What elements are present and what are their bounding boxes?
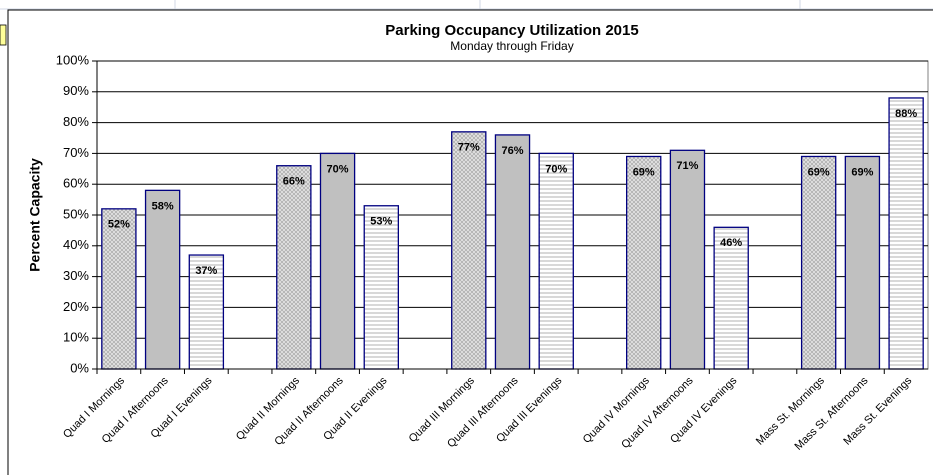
y-tick-label: 100% bbox=[56, 52, 90, 67]
chart-subtitle: Monday through Friday bbox=[450, 39, 573, 53]
chart-title: Parking Occupancy Utilization 2015 bbox=[385, 22, 638, 39]
bar bbox=[669, 149, 706, 370]
data-label: 66% bbox=[283, 176, 305, 188]
data-label: 52% bbox=[108, 219, 130, 231]
data-label: 53% bbox=[370, 216, 392, 228]
y-tick-label: 40% bbox=[63, 237, 89, 252]
y-axis-label: Percent Capacity bbox=[27, 158, 43, 272]
data-label: 46% bbox=[720, 237, 742, 249]
bar bbox=[626, 155, 662, 370]
data-label: 76% bbox=[501, 145, 523, 157]
bar bbox=[101, 208, 137, 370]
data-label: 58% bbox=[152, 200, 174, 212]
bar bbox=[713, 226, 749, 370]
y-tick-label: 10% bbox=[63, 330, 89, 345]
bar bbox=[494, 134, 531, 370]
bar bbox=[276, 165, 312, 370]
y-tick-label: 80% bbox=[63, 114, 89, 129]
data-label: 69% bbox=[808, 166, 830, 178]
data-label: 70% bbox=[327, 163, 349, 175]
y-tick-label: 70% bbox=[63, 145, 89, 160]
data-label: 70% bbox=[545, 163, 567, 175]
data-label: 88% bbox=[895, 108, 917, 120]
bar bbox=[144, 189, 181, 370]
data-label: 77% bbox=[458, 142, 480, 154]
sheet-grid bbox=[0, 0, 933, 46]
y-tick-label: 20% bbox=[63, 299, 89, 314]
data-label: 69% bbox=[851, 166, 873, 178]
data-label: 37% bbox=[195, 265, 217, 277]
bar bbox=[844, 155, 881, 370]
bar bbox=[888, 97, 924, 370]
bar bbox=[319, 152, 356, 370]
data-label: 69% bbox=[633, 166, 655, 178]
y-tick-label: 30% bbox=[63, 268, 89, 283]
data-label: 71% bbox=[676, 160, 698, 172]
bar bbox=[800, 155, 837, 370]
bar bbox=[538, 152, 574, 370]
bar bbox=[188, 254, 225, 370]
bar bbox=[363, 205, 399, 370]
y-tick-label: 50% bbox=[63, 206, 89, 221]
y-tick-label: 90% bbox=[63, 83, 89, 98]
y-tick-label: 0% bbox=[70, 360, 89, 375]
y-tick-label: 60% bbox=[63, 176, 89, 191]
bar bbox=[451, 131, 487, 370]
